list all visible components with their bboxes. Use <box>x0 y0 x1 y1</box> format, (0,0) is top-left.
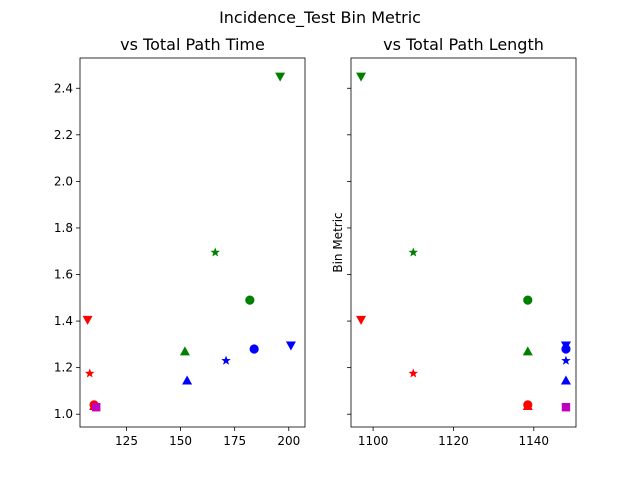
y-tick-label: 1.6 <box>54 268 73 282</box>
y-tick-label: 1.0 <box>54 407 73 421</box>
data-points <box>356 72 571 412</box>
y-tick-label: 2.4 <box>54 81 73 95</box>
y-tick-label: 2.2 <box>54 128 73 142</box>
marker-triangle-up <box>182 375 193 385</box>
x-tick-label: 1100 <box>358 434 389 448</box>
figure-suptitle: Incidence_Test Bin Metric <box>219 8 421 28</box>
marker-square <box>561 403 571 412</box>
axes-frame <box>350 57 577 428</box>
y-axis-label: Bin Metric <box>331 212 345 272</box>
x-tick-label: 125 <box>115 434 138 448</box>
subplot-panels: vs Total Path Time 125 150 175 200 1.0 1.2 1.4 1… <box>54 35 577 448</box>
x-tick-label: 175 <box>223 434 246 448</box>
marker-triangle-down <box>275 72 286 82</box>
y-tick-label: 1.2 <box>54 361 73 375</box>
marker-triangle-down <box>82 315 93 325</box>
x-tick-label: 1120 <box>438 434 469 448</box>
subplot-1: vs Total Path Time 125 150 175 200 1.0 1.2 1.4 1… <box>54 35 306 448</box>
marker-star <box>210 247 220 257</box>
marker-triangle-up <box>522 346 533 356</box>
y-tick-label: 2.0 <box>54 174 73 188</box>
marker-square <box>92 403 101 412</box>
x-tick-label: 200 <box>277 434 300 448</box>
marker-circle <box>245 295 255 305</box>
marker-circle <box>249 344 259 354</box>
marker-triangle-up <box>560 375 571 385</box>
marker-star <box>408 368 419 378</box>
marker-triangle-up <box>179 346 190 356</box>
x-tick-label: 1140 <box>519 434 550 448</box>
subplot-2: vs Total Path Length Bin Metric 1100 1120 11… <box>331 35 577 448</box>
marker-circle <box>523 295 533 305</box>
marker-triangle-down <box>356 72 367 82</box>
marker-star <box>561 355 571 365</box>
y-tick-label: 1.8 <box>54 221 73 235</box>
marker-star <box>84 368 95 378</box>
y-tick-label: 1.4 <box>54 314 73 328</box>
marker-triangle-down <box>356 315 367 325</box>
marker-star <box>221 355 231 365</box>
subplot-title: vs Total Path Time <box>120 35 265 54</box>
data-points <box>82 72 296 412</box>
axes-frame <box>79 57 306 428</box>
marker-triangle-down <box>285 341 296 351</box>
marker-star <box>408 247 419 257</box>
marker-circle <box>561 344 571 354</box>
x-tick-label: 150 <box>169 434 192 448</box>
subplot-title: vs Total Path Length <box>383 35 544 54</box>
marker-triangle-up <box>522 401 533 411</box>
